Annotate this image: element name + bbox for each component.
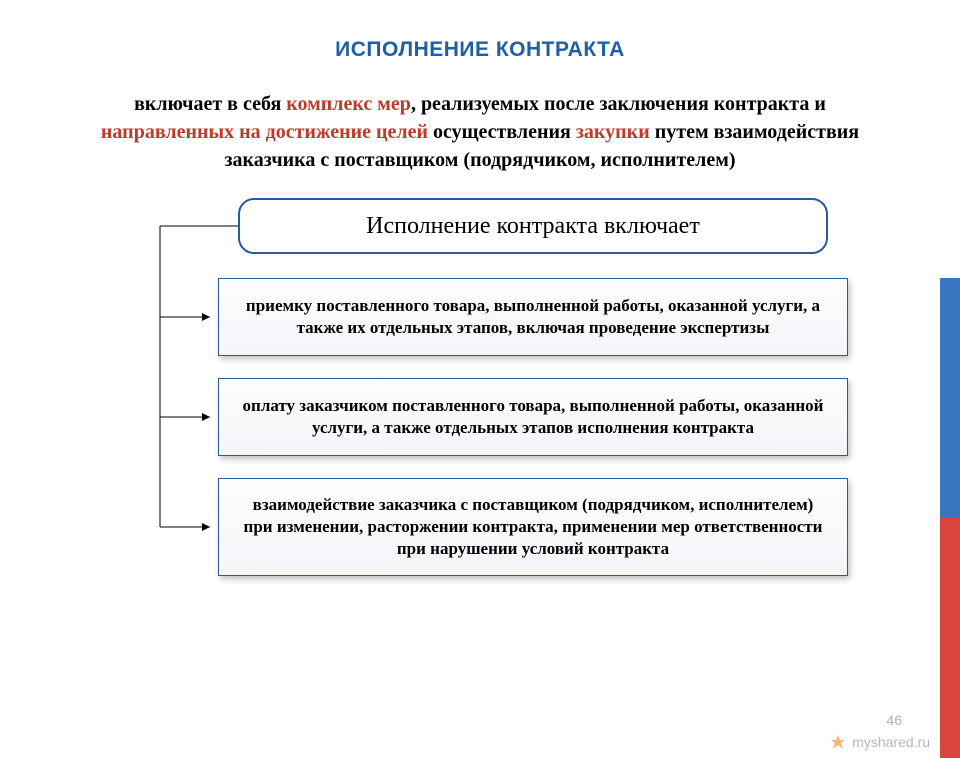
diagram-item-2-text: оплату заказчиком поставленного товара, … bbox=[241, 395, 825, 439]
diagram-header-text: Исполнение контракта включает bbox=[366, 213, 700, 240]
diagram-item-3-text: взаимодействие заказчика с поставщиком (… bbox=[241, 494, 825, 560]
diagram-item-3: взаимодействие заказчика с поставщиком (… bbox=[218, 478, 848, 576]
watermark-icon bbox=[830, 734, 846, 750]
diagram-item-1-text: приемку поставленного товара, выполненно… bbox=[241, 295, 825, 339]
watermark-text: myshared.ru bbox=[852, 734, 930, 750]
intro-seg-2: , реализуемых после заключения контракта… bbox=[411, 93, 826, 115]
intro-seg-3: осуществления bbox=[428, 121, 576, 143]
intro-text: включает в себя комплекс мер, реализуемы… bbox=[80, 90, 880, 174]
intro-red-1: комплекс мер bbox=[286, 93, 411, 115]
diagram-header-box: Исполнение контракта включает bbox=[238, 198, 828, 254]
page-number: 46 bbox=[886, 712, 902, 728]
intro-red-2: направленных на достижение целей bbox=[101, 121, 428, 143]
diagram-item-2: оплату заказчиком поставленного товара, … bbox=[218, 378, 848, 456]
diagram-area: Исполнение контракта включает приемку по… bbox=[0, 198, 960, 638]
page-title: ИСПОЛНЕНИЕ КОНТРАКТА bbox=[0, 38, 960, 62]
intro-seg-1: включает в себя bbox=[134, 93, 286, 115]
diagram-item-1: приемку поставленного товара, выполненно… bbox=[218, 278, 848, 356]
intro-red-3: закупки bbox=[576, 121, 650, 143]
watermark: myshared.ru bbox=[830, 734, 930, 750]
